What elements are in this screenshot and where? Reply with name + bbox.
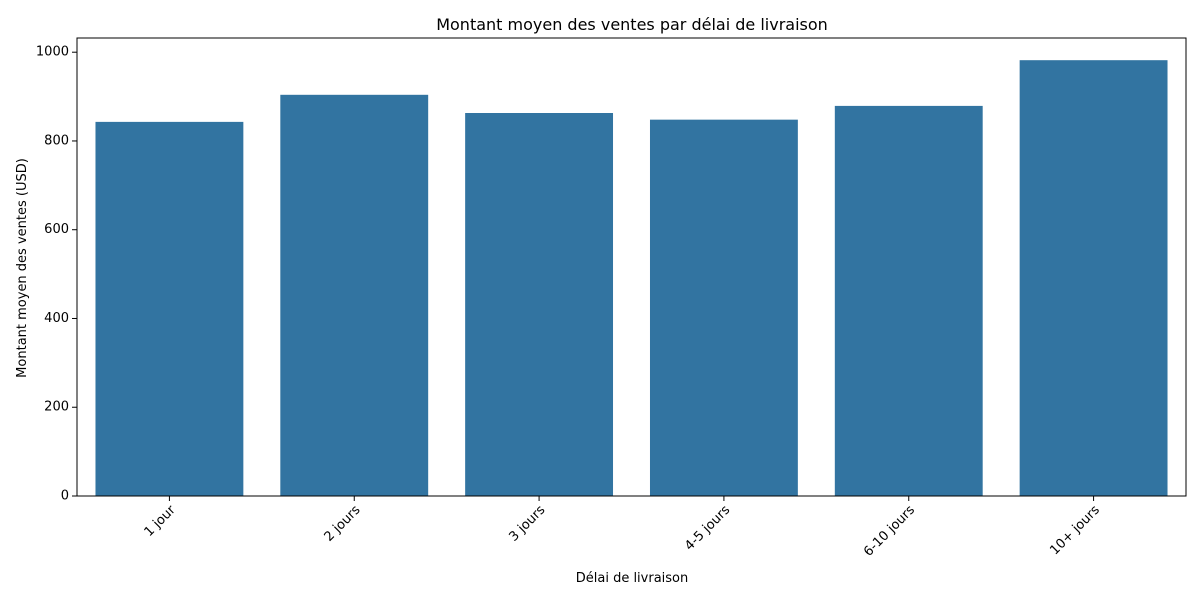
y-axis: 0 200 400 600 800 1000 — [36, 45, 77, 504]
y-tick-label-2: 400 — [44, 311, 69, 326]
y-tick-label-4: 800 — [44, 133, 69, 148]
bar-3 — [649, 119, 798, 497]
x-axis-label: Délai de livraison — [576, 571, 689, 586]
bar-4 — [834, 105, 983, 497]
y-axis-label: Montant moyen des ventes (USD) — [15, 158, 30, 378]
y-tick-label-0: 0 — [61, 489, 69, 504]
plot-frame — [76, 37, 1187, 497]
bars-group — [95, 60, 1168, 497]
bar-5 — [1019, 60, 1168, 497]
bar-2 — [465, 113, 614, 496]
bar-1 — [280, 94, 429, 496]
y-tick-label-1: 200 — [44, 400, 69, 415]
chart-title: Montant moyen des ventes par délai de li… — [436, 15, 828, 34]
y-tick-label-5: 1000 — [36, 45, 69, 60]
bar-0 — [95, 121, 244, 497]
y-tick-label-3: 600 — [44, 222, 69, 237]
